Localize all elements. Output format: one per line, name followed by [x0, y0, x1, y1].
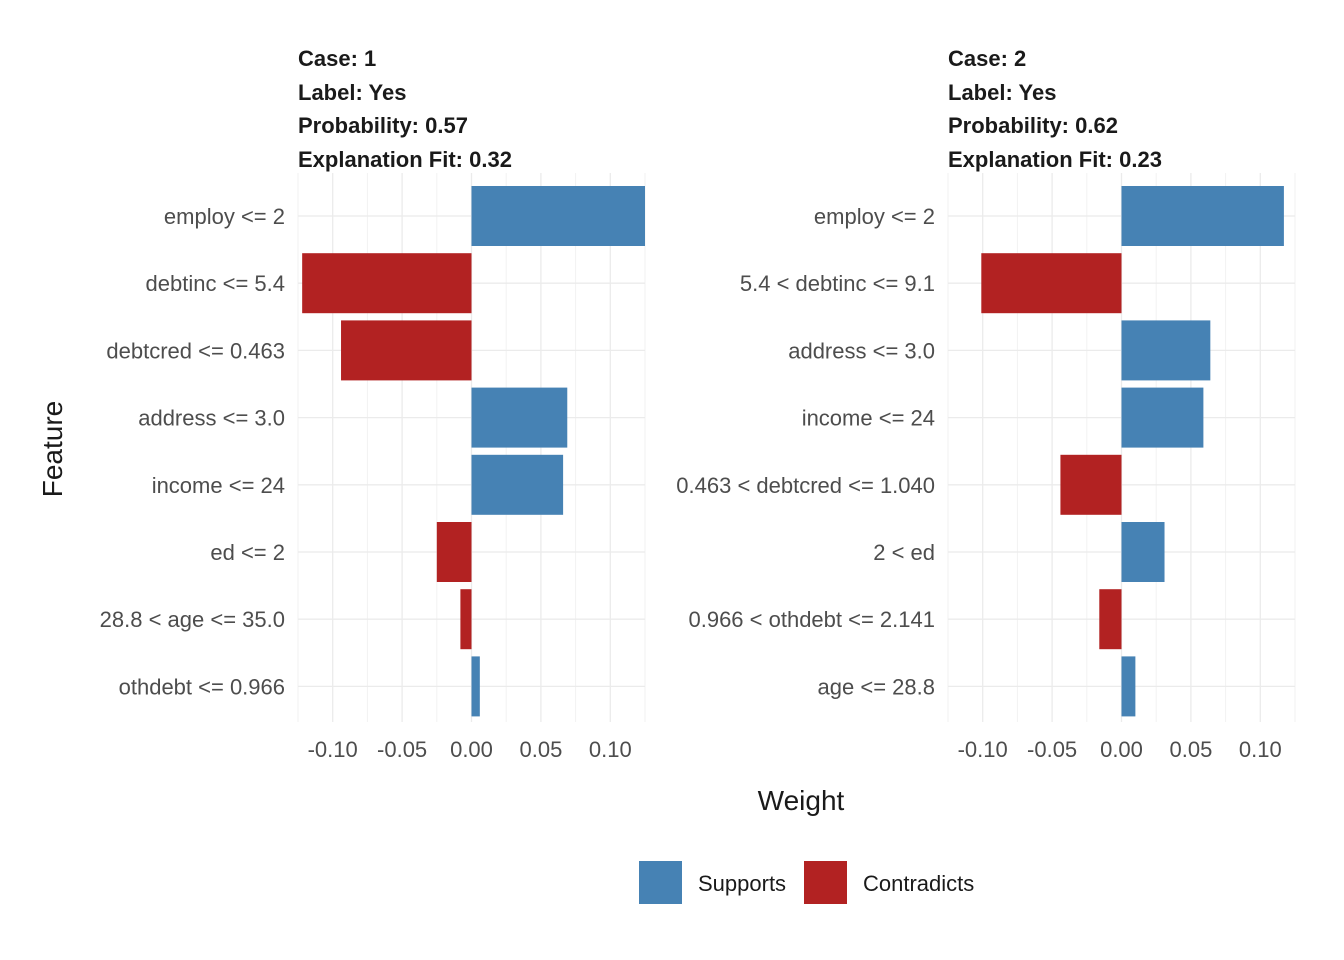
- bar-supports: [1121, 320, 1211, 381]
- feature-label: 0.463 < debtcred <= 1.040: [676, 473, 935, 498]
- bar-supports: [1121, 186, 1284, 246]
- x-tick-label: -0.10: [958, 737, 1008, 762]
- bar-supports: [1121, 387, 1204, 448]
- panel-1-header-line: Label: Yes: [298, 80, 406, 105]
- feature-label: employ <= 2: [164, 204, 285, 229]
- bar-supports: [471, 186, 645, 246]
- bar-contradicts: [436, 522, 472, 582]
- feature-label: 5.4 < debtinc <= 9.1: [740, 271, 935, 296]
- panel-1-header-line: Explanation Fit: 0.32: [298, 147, 512, 172]
- feature-label: income <= 24: [802, 406, 935, 431]
- bar-contradicts: [981, 253, 1122, 314]
- panel-2-header-line: Explanation Fit: 0.23: [948, 147, 1162, 172]
- panel-1-header-line: Case: 1: [298, 46, 376, 71]
- x-axis-title: Weight: [758, 785, 845, 816]
- x-tick-label: -0.10: [308, 737, 358, 762]
- panels-layer: Case: 1 Label: Yes Probability: 0.57 Explan…: [100, 46, 1296, 762]
- feature-label: othdebt <= 0.966: [119, 674, 285, 699]
- x-tick-label: 0.00: [450, 737, 493, 762]
- panel-2-header-line: Case: 2: [948, 46, 1026, 71]
- x-tick-label: 0.10: [1239, 737, 1282, 762]
- panel-2: Case: 2 Label: Yes Probability: 0.62 Explan…: [676, 46, 1296, 762]
- bar-supports: [1121, 522, 1165, 582]
- feature-label: 0.966 < othdebt <= 2.141: [688, 607, 935, 632]
- legend-swatch-contradicts: [804, 861, 847, 904]
- panel-2-header-line: Label: Yes: [948, 80, 1056, 105]
- feature-label: address <= 3.0: [138, 406, 285, 431]
- feature-label: income <= 24: [152, 473, 285, 498]
- feature-label: debtinc <= 5.4: [146, 271, 285, 296]
- bar-contradicts: [460, 589, 472, 650]
- feature-label: age <= 28.8: [818, 674, 935, 699]
- bar-contradicts: [1060, 454, 1122, 515]
- feature-label: employ <= 2: [814, 204, 935, 229]
- feature-label: debtcred <= 0.463: [106, 338, 285, 363]
- x-tick-label: 0.05: [519, 737, 562, 762]
- panel-2-header-line: Probability: 0.62: [948, 113, 1118, 138]
- bar-supports: [1121, 656, 1136, 717]
- bar-contradicts: [302, 253, 472, 314]
- legend: Supports Contradicts: [639, 861, 974, 904]
- bar-supports: [471, 656, 480, 717]
- legend-swatch-supports: [639, 861, 682, 904]
- x-tick-label: 0.05: [1169, 737, 1212, 762]
- panel-1-header-line: Probability: 0.57: [298, 113, 468, 138]
- x-tick-label: 0.10: [589, 737, 632, 762]
- feature-label: 28.8 < age <= 35.0: [100, 607, 285, 632]
- bar-supports: [471, 387, 568, 448]
- x-tick-label: 0.00: [1100, 737, 1143, 762]
- bar-supports: [471, 454, 564, 515]
- feature-label: address <= 3.0: [788, 338, 935, 363]
- legend-label-contradicts: Contradicts: [863, 871, 974, 896]
- panel-1: Case: 1 Label: Yes Probability: 0.57 Explan…: [100, 46, 646, 762]
- bar-contradicts: [341, 320, 472, 381]
- x-tick-label: -0.05: [377, 737, 427, 762]
- feature-label: ed <= 2: [210, 540, 285, 565]
- x-tick-label: -0.05: [1027, 737, 1077, 762]
- feature-label: 2 < ed: [873, 540, 935, 565]
- y-axis-title: Feature: [37, 401, 68, 498]
- legend-label-supports: Supports: [698, 871, 786, 896]
- bar-contradicts: [1099, 589, 1122, 650]
